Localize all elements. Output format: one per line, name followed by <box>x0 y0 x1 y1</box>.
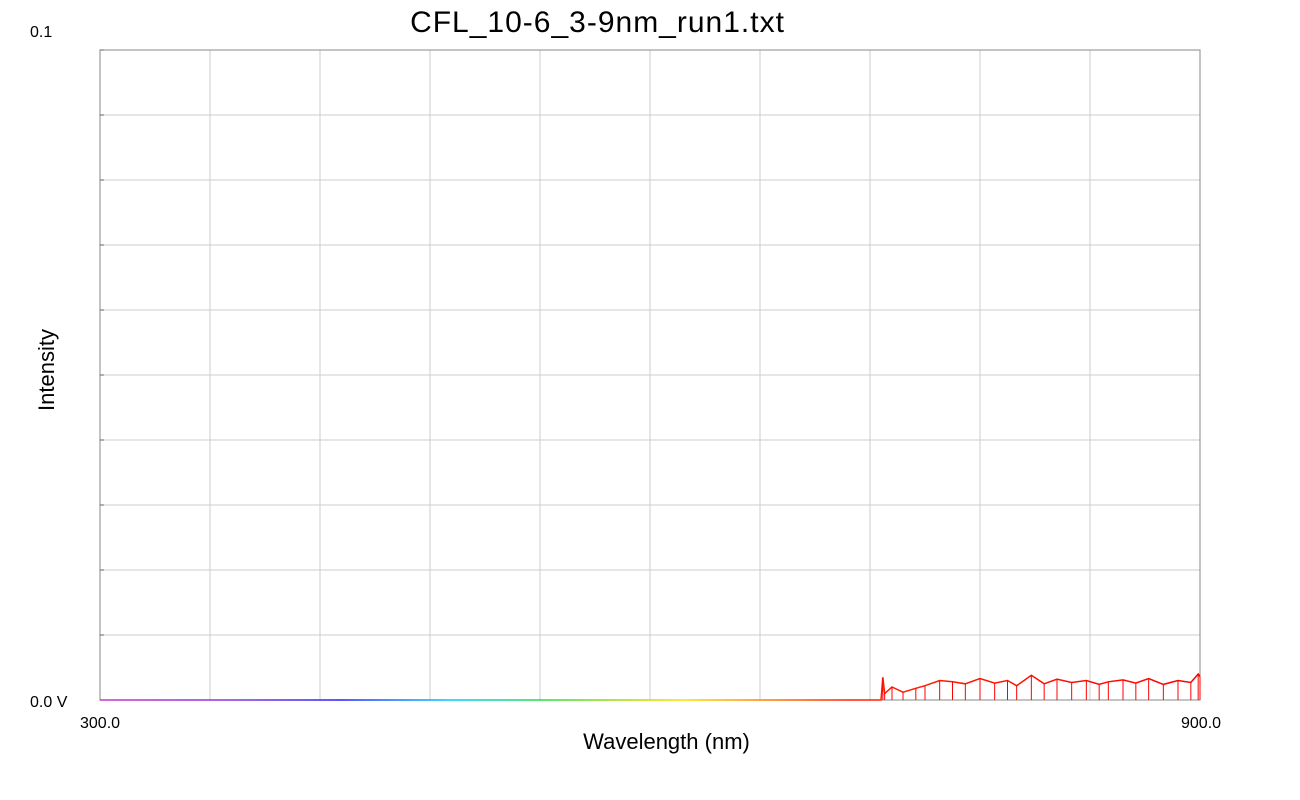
grid <box>100 50 1200 700</box>
axis-ticks <box>100 49 104 701</box>
y-tick-label-max: 0.1 <box>30 24 53 41</box>
x-axis-label: Wavelength (nm) <box>583 729 750 754</box>
series-group <box>100 672 1201 701</box>
x-tick-label-max: 900.0 <box>1181 715 1222 732</box>
y-tick-label-min: 0.0 V <box>30 694 68 711</box>
chart-title: CFL_10-6_3-9nm_run1.txt <box>410 6 785 39</box>
x-tick-label-min: 300.0 <box>80 715 121 732</box>
series-line-0 <box>100 672 1201 701</box>
